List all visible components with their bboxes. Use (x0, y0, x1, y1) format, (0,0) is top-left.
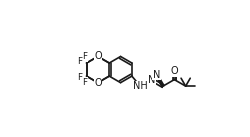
Text: F: F (77, 73, 82, 82)
Text: N: N (152, 70, 160, 80)
Text: NH: NH (132, 81, 147, 91)
Text: O: O (170, 66, 177, 76)
Text: N: N (147, 75, 155, 85)
Text: O: O (170, 67, 177, 77)
Text: F: F (77, 57, 82, 66)
Text: O: O (94, 78, 101, 88)
Text: O: O (94, 52, 101, 62)
Text: F: F (82, 78, 87, 87)
Text: F: F (82, 52, 87, 61)
